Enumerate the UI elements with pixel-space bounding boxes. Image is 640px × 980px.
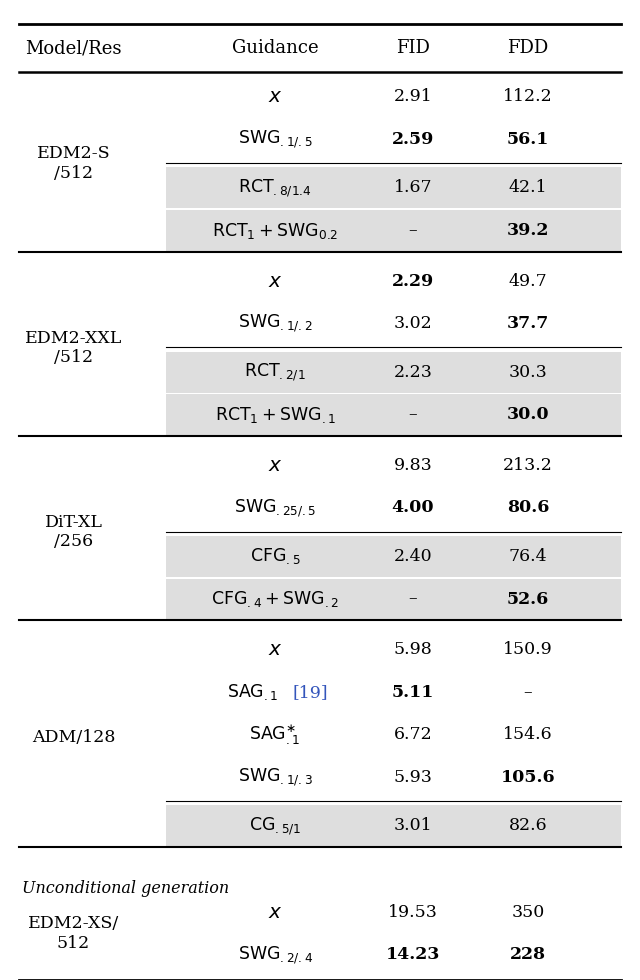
Text: Model/Res: Model/Res — [26, 39, 122, 57]
Text: 82.6: 82.6 — [509, 817, 547, 834]
Text: 9.83: 9.83 — [394, 457, 432, 473]
Text: –: – — [524, 684, 532, 701]
Text: 5.93: 5.93 — [394, 769, 432, 786]
Text: –: – — [408, 591, 417, 608]
Text: ADM/128: ADM/128 — [32, 729, 115, 746]
Text: 80.6: 80.6 — [507, 500, 549, 516]
Text: 213.2: 213.2 — [503, 457, 553, 473]
Text: 6.72: 6.72 — [394, 726, 432, 743]
Bar — [166, 210, 621, 251]
Text: $\boldsymbol{\mathit{x}}$: $\boldsymbol{\mathit{x}}$ — [268, 456, 282, 474]
Text: 30.3: 30.3 — [509, 364, 547, 380]
Text: $\boldsymbol{\mathit{x}}$: $\boldsymbol{\mathit{x}}$ — [268, 640, 282, 659]
Text: $\mathrm{RCT}_{.8/1.4}$: $\mathrm{RCT}_{.8/1.4}$ — [238, 177, 312, 199]
Text: $\mathrm{SWG}_{.2/.4}$: $\mathrm{SWG}_{.2/.4}$ — [237, 944, 313, 965]
Text: 105.6: 105.6 — [500, 769, 556, 786]
Text: 5.98: 5.98 — [394, 641, 432, 658]
Text: EDM2-S
/512: EDM2-S /512 — [36, 145, 111, 182]
Text: 228: 228 — [510, 947, 546, 963]
Bar — [166, 806, 621, 847]
Text: $\mathrm{SWG}_{.1/.5}$: $\mathrm{SWG}_{.1/.5}$ — [238, 128, 312, 150]
Bar — [166, 578, 621, 619]
Text: 49.7: 49.7 — [509, 272, 547, 289]
Text: 4.00: 4.00 — [392, 500, 434, 516]
Text: 37.7: 37.7 — [507, 316, 549, 332]
Text: $\mathrm{RCT}_{1} + \mathrm{SWG}_{0.2}$: $\mathrm{RCT}_{1} + \mathrm{SWG}_{0.2}$ — [212, 220, 338, 240]
Text: $\mathrm{SAG}^{\ast}_{.1}$: $\mathrm{SAG}^{\ast}_{.1}$ — [250, 723, 301, 747]
Text: 112.2: 112.2 — [503, 88, 553, 105]
Bar — [166, 352, 621, 393]
Text: 154.6: 154.6 — [503, 726, 553, 743]
Text: Guidance: Guidance — [232, 39, 319, 57]
Text: 39.2: 39.2 — [507, 222, 549, 239]
Text: Unconditional generation: Unconditional generation — [22, 880, 230, 897]
Text: EDM2-XXL
/512: EDM2-XXL /512 — [25, 329, 122, 367]
Text: FDD: FDD — [508, 39, 548, 57]
Text: 19.53: 19.53 — [388, 904, 438, 920]
Text: $\boldsymbol{\mathit{x}}$: $\boldsymbol{\mathit{x}}$ — [268, 87, 282, 106]
Text: $\boldsymbol{\mathit{x}}$: $\boldsymbol{\mathit{x}}$ — [268, 271, 282, 290]
Text: $\mathrm{SWG}_{.25/.5}$: $\mathrm{SWG}_{.25/.5}$ — [234, 497, 316, 518]
Text: 2.59: 2.59 — [392, 131, 434, 148]
Text: 56.1: 56.1 — [507, 131, 549, 148]
Text: 2.40: 2.40 — [394, 548, 432, 564]
Text: 2.29: 2.29 — [392, 272, 434, 289]
Text: $\mathrm{CFG}_{.5}$: $\mathrm{CFG}_{.5}$ — [250, 547, 300, 566]
Text: 150.9: 150.9 — [503, 641, 553, 658]
Text: 30.0: 30.0 — [507, 407, 549, 423]
Bar — [166, 168, 621, 209]
Text: 14.23: 14.23 — [386, 947, 440, 963]
Text: $\mathrm{RCT}_{.2/1}$: $\mathrm{RCT}_{.2/1}$ — [244, 362, 306, 383]
Text: $\mathrm{SAG}_{.1}$: $\mathrm{SAG}_{.1}$ — [227, 682, 278, 702]
Text: $\mathrm{SWG}_{.1/.3}$: $\mathrm{SWG}_{.1/.3}$ — [237, 766, 313, 788]
Text: 3.01: 3.01 — [394, 817, 432, 834]
Text: 76.4: 76.4 — [509, 548, 547, 564]
Text: EDM2-XS/
512: EDM2-XS/ 512 — [28, 915, 119, 952]
Bar — [166, 394, 621, 435]
Text: 350: 350 — [511, 904, 545, 920]
Text: 5.11: 5.11 — [392, 684, 434, 701]
Text: 2.23: 2.23 — [394, 364, 432, 380]
Text: [19]: [19] — [292, 684, 328, 701]
Text: 1.67: 1.67 — [394, 179, 432, 196]
Text: $\mathrm{CFG}_{.4} + \mathrm{SWG}_{.2}$: $\mathrm{CFG}_{.4} + \mathrm{SWG}_{.2}$ — [211, 589, 339, 609]
Text: –: – — [408, 407, 417, 423]
Text: 3.02: 3.02 — [394, 316, 432, 332]
Text: –: – — [408, 222, 417, 239]
Text: FID: FID — [396, 39, 429, 57]
Text: 2.91: 2.91 — [394, 88, 432, 105]
Bar — [166, 536, 621, 577]
Text: 42.1: 42.1 — [509, 179, 547, 196]
Text: $\mathrm{CG}_{.5/1}$: $\mathrm{CG}_{.5/1}$ — [249, 815, 301, 837]
Text: $\boldsymbol{\mathit{x}}$: $\boldsymbol{\mathit{x}}$ — [268, 903, 282, 921]
Text: $\mathrm{SWG}_{.1/.2}$: $\mathrm{SWG}_{.1/.2}$ — [238, 313, 312, 334]
Text: DiT-XL
/256: DiT-XL /256 — [45, 514, 102, 551]
Text: 52.6: 52.6 — [507, 591, 549, 608]
Text: $\mathrm{RCT}_{1} + \mathrm{SWG}_{.1}$: $\mathrm{RCT}_{1} + \mathrm{SWG}_{.1}$ — [214, 405, 336, 424]
